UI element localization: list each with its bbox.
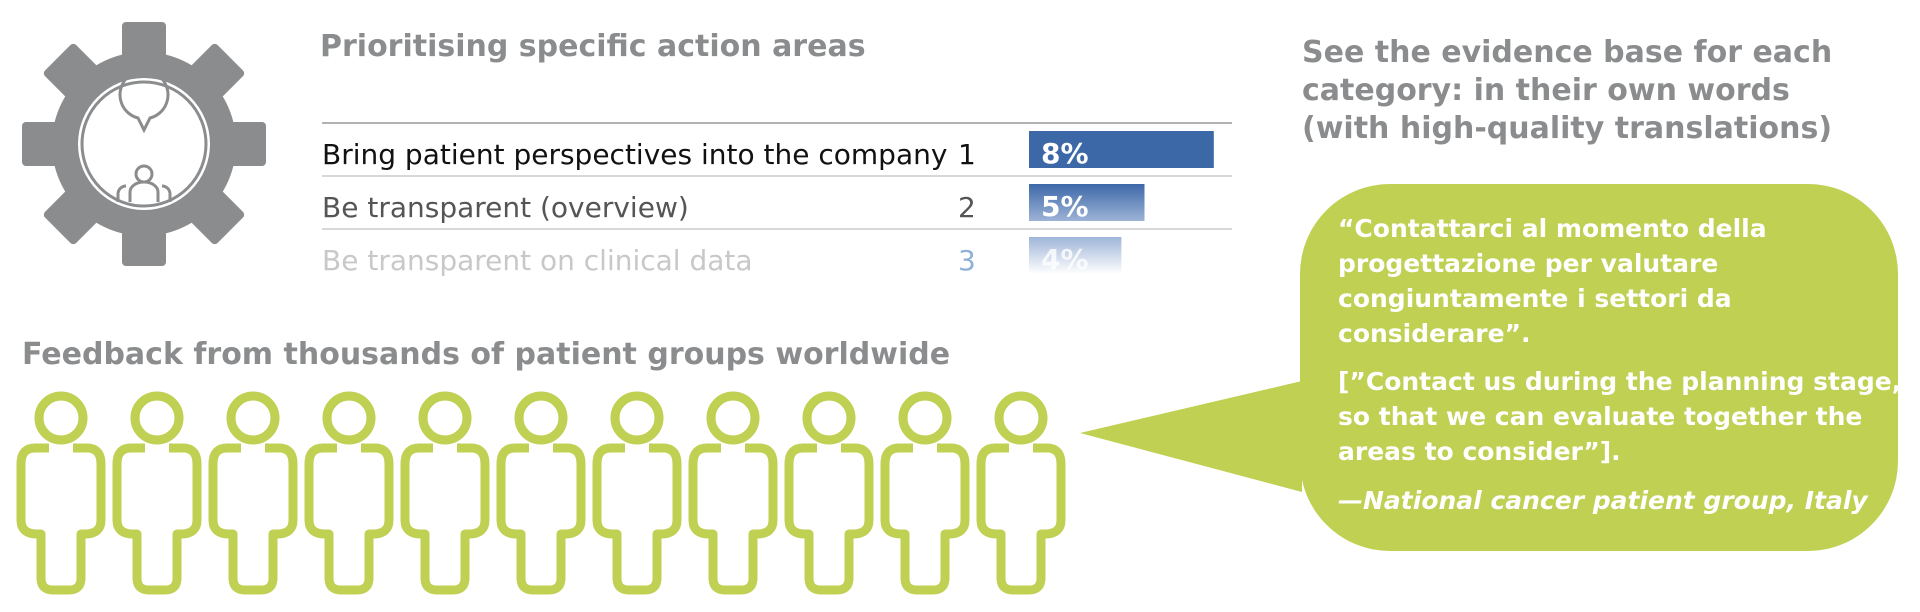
row-label: Bring patient perspectives into the comp… <box>322 138 947 171</box>
person-head <box>706 391 760 445</box>
row-label: Be transparent (overview) <box>322 191 689 224</box>
person-body <box>976 443 1066 595</box>
person-head <box>994 391 1048 445</box>
person-head <box>130 391 184 445</box>
evidence-title: category: in their own words <box>1302 73 1790 108</box>
bar <box>1029 131 1214 168</box>
person-head <box>898 391 952 445</box>
bar-label: 4% <box>1041 243 1089 276</box>
person-body <box>592 443 682 595</box>
person-body <box>880 443 970 595</box>
translation-line: so that we can evaluate together the <box>1338 402 1862 431</box>
quote-line: progettazione per valutare <box>1338 249 1718 278</box>
bar <box>1029 184 1145 221</box>
person-head <box>418 391 472 445</box>
person-body <box>784 443 874 595</box>
person-head <box>610 391 664 445</box>
person-body <box>16 443 106 595</box>
attribution: —National cancer patient group, Italy <box>1338 486 1869 515</box>
translation-line: [”Contact us during the planning stage, <box>1338 367 1901 396</box>
evidence-title: See the evidence base for each <box>1302 35 1832 70</box>
bar <box>1029 237 1122 274</box>
bar-label: 8% <box>1041 137 1089 170</box>
row-rank: 2 <box>958 191 976 224</box>
row-rank: 3 <box>958 244 976 277</box>
person-body <box>400 443 490 595</box>
translation-line: areas to consider”]. <box>1338 437 1621 466</box>
person-head <box>34 391 88 445</box>
person-head <box>802 391 856 445</box>
speech-bubble <box>1300 184 1898 551</box>
person-body <box>208 443 298 595</box>
person-body <box>304 443 394 595</box>
bar-label: 5% <box>1041 190 1089 223</box>
row-rank: 1 <box>958 138 976 171</box>
quote-line: congiuntamente i settori da <box>1338 284 1732 313</box>
evidence-title: (with high-quality translations) <box>1302 111 1832 146</box>
quote-line: “Contattarci al momento della <box>1338 214 1767 243</box>
feedback-title: Feedback from thousands of patient group… <box>22 337 950 372</box>
quote-line: considerare”. <box>1338 319 1531 348</box>
person-body <box>688 443 778 595</box>
table-title: Prioritising specific action areas <box>320 29 866 64</box>
person-body <box>112 443 202 595</box>
person-body <box>496 443 586 595</box>
person-head <box>514 391 568 445</box>
person-head <box>322 391 376 445</box>
person-head <box>226 391 280 445</box>
bubble-tail <box>1080 381 1302 492</box>
gear-icon <box>22 22 266 266</box>
row-label: Be transparent on clinical data <box>322 244 753 277</box>
